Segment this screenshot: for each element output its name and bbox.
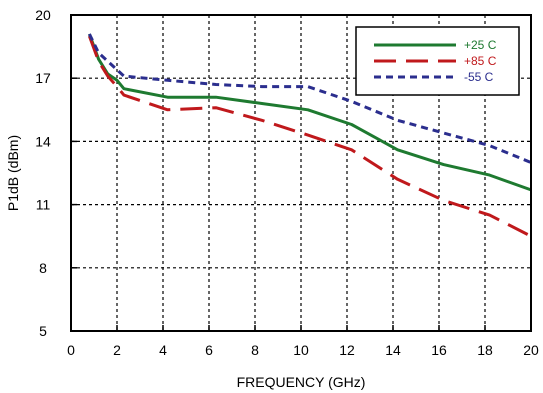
legend-label: +25 C — [464, 38, 497, 52]
x-axis-title: FREQUENCY (GHz) — [237, 374, 366, 390]
y-axis-title: P1dB (dBm) — [5, 135, 21, 211]
x-tick-label: 2 — [113, 342, 121, 358]
legend-label: +85 C — [464, 54, 497, 68]
y-tick-label: 5 — [39, 323, 47, 339]
x-tick-label: 8 — [251, 342, 259, 358]
series-line — [88, 33, 532, 164]
y-tick-label: 14 — [35, 133, 51, 149]
x-tick-label: 20 — [523, 342, 539, 358]
x-tick-label: 16 — [431, 342, 447, 358]
y-tick-label: 20 — [35, 7, 51, 23]
legend-label: -55 C — [464, 70, 494, 84]
series-line — [87, 33, 532, 192]
series-line — [87, 35, 532, 238]
y-tick-label: 17 — [35, 70, 51, 86]
x-tick-label: 18 — [477, 342, 493, 358]
x-tick-label: 12 — [339, 342, 355, 358]
y-tick-label: 8 — [39, 260, 47, 276]
legend: +25 C +85 C -55 C — [355, 26, 520, 96]
tick-labels: 0 2 4 6 8 10 12 14 16 18 20 5 8 11 14 17 20 — [35, 7, 539, 358]
x-tick-label: 14 — [385, 342, 401, 358]
x-tick-label: 4 — [159, 342, 167, 358]
x-tick-label: 0 — [67, 342, 75, 358]
x-tick-label: 6 — [205, 342, 213, 358]
x-tick-label: 10 — [293, 342, 309, 358]
grid — [71, 15, 531, 331]
series-lines — [87, 33, 532, 238]
y-tick-label: 11 — [36, 197, 51, 213]
